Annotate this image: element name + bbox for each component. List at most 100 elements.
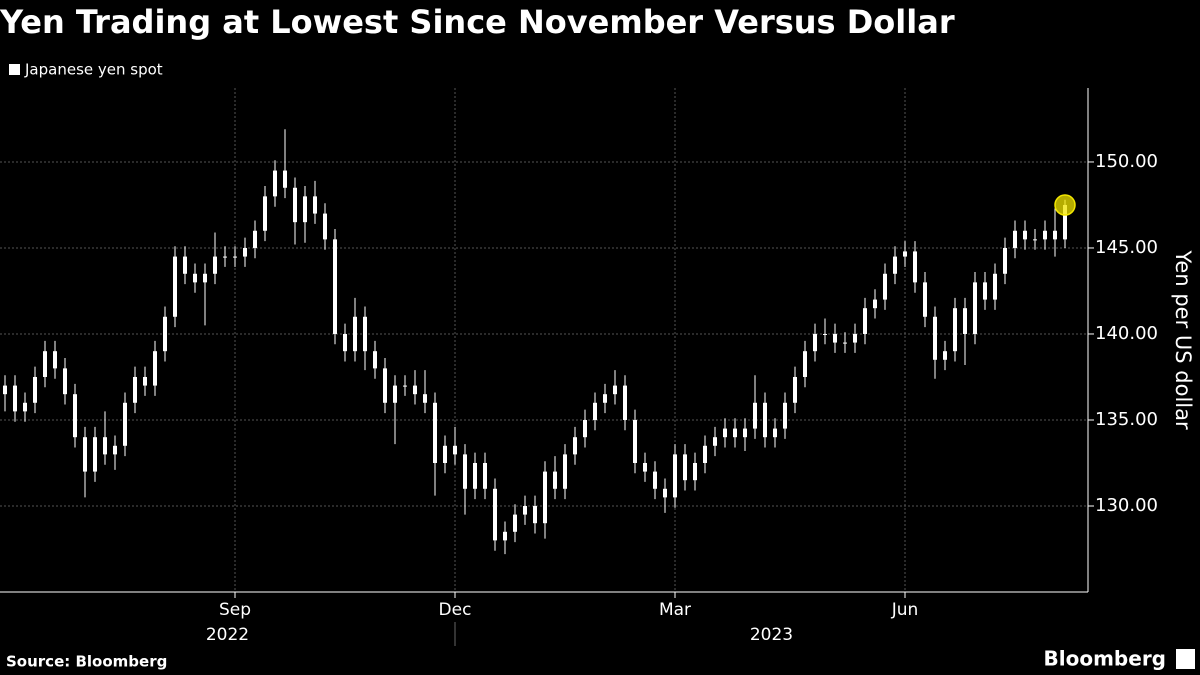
brand-icon: [1176, 649, 1195, 669]
candle-body: [303, 196, 307, 223]
candle-body: [213, 256, 217, 274]
candle-body: [403, 385, 407, 387]
candle-body: [733, 428, 737, 438]
candle-body: [893, 256, 897, 274]
candle-body: [563, 454, 567, 489]
candle-body: [683, 454, 687, 481]
candle-body: [963, 308, 967, 334]
candle-body: [53, 351, 57, 369]
legend-swatch: [9, 64, 20, 75]
candle-body: [83, 437, 87, 472]
candle-body: [763, 402, 767, 438]
candle-body: [1003, 247, 1007, 274]
y-tick-label: 150.00: [1095, 151, 1158, 172]
candle-body: [183, 256, 187, 274]
candle-body: [953, 308, 957, 352]
candle-body: [483, 462, 487, 489]
candle-body: [203, 273, 207, 283]
candle-body: [383, 368, 387, 403]
candle-body: [933, 316, 937, 360]
candle-body: [723, 428, 727, 438]
candle-body: [63, 368, 67, 395]
candle-body: [803, 351, 807, 377]
candle-body: [973, 282, 977, 334]
candle-body: [73, 394, 77, 438]
candle-body: [923, 282, 927, 317]
candle-body: [843, 342, 847, 344]
y-tick-label: 130.00: [1095, 495, 1158, 516]
candle-body: [133, 376, 137, 403]
candle-body: [293, 187, 297, 223]
x-group-label: 2023: [750, 625, 793, 645]
candle-body: [753, 402, 757, 429]
y-tick-label: 140.00: [1095, 323, 1158, 344]
candle-body: [413, 385, 417, 395]
y-axis-label: Yen per US dollar: [1171, 249, 1195, 430]
candle-body: [653, 471, 657, 489]
highlight: [1054, 194, 1076, 216]
candle-body: [263, 196, 267, 231]
candle-body: [273, 170, 277, 197]
y-tick-label: 145.00: [1095, 237, 1158, 258]
candle-body: [443, 445, 447, 463]
source: Source: Bloomberg: [6, 653, 167, 671]
candle-body: [223, 256, 227, 258]
candle-body: [853, 333, 857, 343]
candle-body: [193, 273, 197, 283]
x-tick-label: Jun: [891, 600, 919, 620]
candle-body: [433, 402, 437, 463]
candle-body: [163, 316, 167, 352]
candle-body: [583, 419, 587, 438]
chart-title: Yen Trading at Lowest Since November Ver…: [0, 3, 955, 41]
candle-body: [743, 428, 747, 438]
candle-body: [113, 445, 117, 455]
candle-body: [873, 299, 877, 309]
candle-body: [993, 273, 997, 300]
candle-body: [623, 385, 627, 420]
candle-body: [693, 462, 697, 481]
candle-body: [3, 385, 7, 395]
candle-body: [643, 462, 647, 472]
candle-body: [323, 213, 327, 240]
candle-body: [793, 376, 797, 403]
candle-body: [173, 256, 177, 317]
candle-body: [353, 316, 357, 352]
candle-body: [23, 402, 27, 412]
brand: Bloomberg: [1044, 647, 1166, 671]
candle-body: [543, 471, 547, 524]
candle-body: [813, 333, 817, 352]
candle-body: [593, 402, 597, 420]
candle-body: [533, 505, 537, 524]
candle-body: [633, 419, 637, 463]
candle-body: [863, 308, 867, 334]
candle-body: [903, 251, 907, 257]
candle-body: [423, 394, 427, 403]
candle-body: [253, 230, 257, 248]
candle-body: [43, 351, 47, 377]
candle-body: [233, 256, 237, 258]
candle-body: [313, 196, 317, 214]
x-tick-label: Dec: [439, 600, 472, 620]
candle-body: [473, 462, 477, 489]
candle-body: [283, 170, 287, 188]
candle-body: [1013, 230, 1017, 248]
candle-body: [1043, 230, 1047, 240]
candle-body: [1033, 239, 1037, 241]
candle-body: [913, 251, 917, 283]
candle-body: [833, 333, 837, 343]
candle-body: [463, 454, 467, 489]
candle-body: [613, 385, 617, 395]
candle-body: [783, 402, 787, 429]
candle-body: [523, 505, 527, 515]
candle-body: [13, 385, 17, 412]
candle-body: [143, 376, 147, 386]
candle-body: [883, 273, 887, 300]
candle-body: [673, 454, 677, 498]
legend-label: Japanese yen spot: [24, 61, 163, 79]
candle-body: [103, 437, 107, 455]
candle-body: [243, 247, 247, 257]
candle-body: [393, 385, 397, 403]
candle-body: [93, 437, 97, 472]
candle-body: [153, 351, 157, 386]
